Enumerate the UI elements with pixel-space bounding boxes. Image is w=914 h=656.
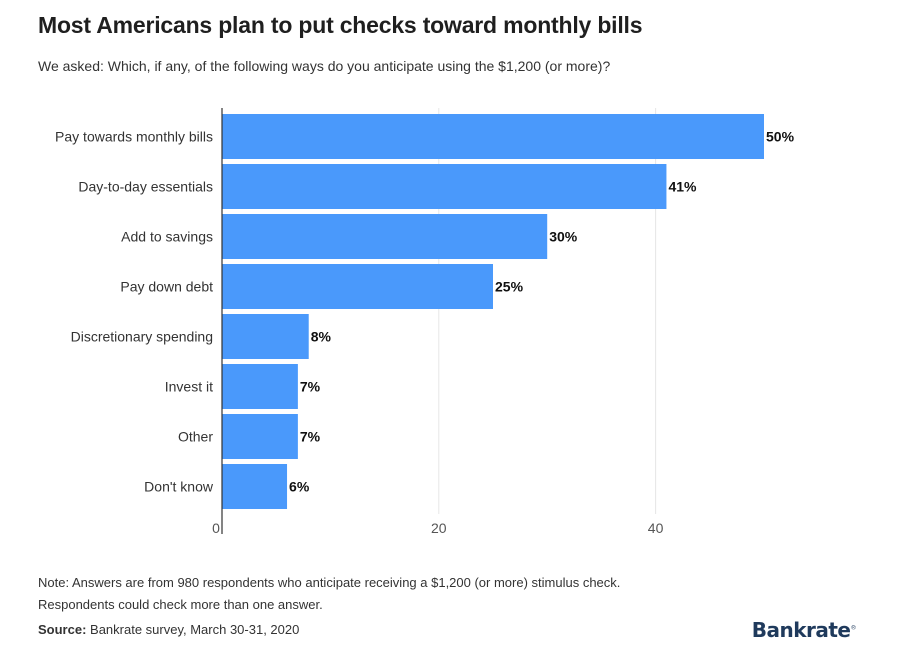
note-line-1: Note: Answers are from 980 respondents w… — [38, 575, 621, 590]
value-label-1: 41% — [668, 179, 697, 195]
category-label-1: Day-to-day essentials — [78, 179, 213, 195]
x-tick-label-20: 20 — [431, 520, 447, 536]
bankrate-logo: Bankrate® — [751, 618, 857, 642]
bar-3 — [222, 264, 493, 309]
bar-1 — [222, 164, 667, 209]
value-label-0: 50% — [766, 129, 795, 145]
category-label-4: Discretionary spending — [71, 329, 213, 345]
bar-4 — [222, 314, 309, 359]
category-label-7: Don't know — [144, 479, 214, 495]
chart-subtitle: We asked: Which, if any, of the followin… — [38, 58, 611, 74]
category-label-3: Pay down debt — [120, 279, 213, 295]
category-label-0: Pay towards monthly bills — [55, 129, 213, 145]
category-label-5: Invest it — [165, 379, 213, 395]
bar-chart: 0 20 40 Pay towards monthly bills 50% Day-to-… — [55, 108, 795, 536]
value-label-7: 6% — [289, 479, 310, 495]
brand-name: Bankrate — [751, 618, 851, 642]
x-tick-label-0: 0 — [212, 520, 220, 536]
value-label-2: 30% — [549, 229, 578, 245]
bar-6 — [222, 414, 298, 459]
category-label-2: Add to savings — [121, 229, 213, 245]
bar-7 — [222, 464, 288, 509]
value-label-6: 7% — [300, 429, 321, 445]
x-tick-label-40: 40 — [648, 520, 664, 536]
bar-0 — [222, 114, 764, 159]
bar-5 — [222, 364, 298, 409]
value-label-4: 8% — [311, 329, 332, 345]
category-label-6: Other — [178, 429, 213, 445]
source-label: Source: — [38, 622, 87, 637]
value-label-3: 25% — [495, 279, 524, 295]
value-label-5: 7% — [300, 379, 321, 395]
chart-title: Most Americans plan to put checks toward… — [38, 12, 643, 38]
source-text: Bankrate survey, March 30-31, 2020 — [86, 622, 300, 637]
note-line-2: Respondents could check more than one an… — [38, 597, 323, 612]
source-line: Source: Bankrate survey, March 30-31, 20… — [38, 622, 299, 637]
bar-2 — [222, 214, 548, 259]
